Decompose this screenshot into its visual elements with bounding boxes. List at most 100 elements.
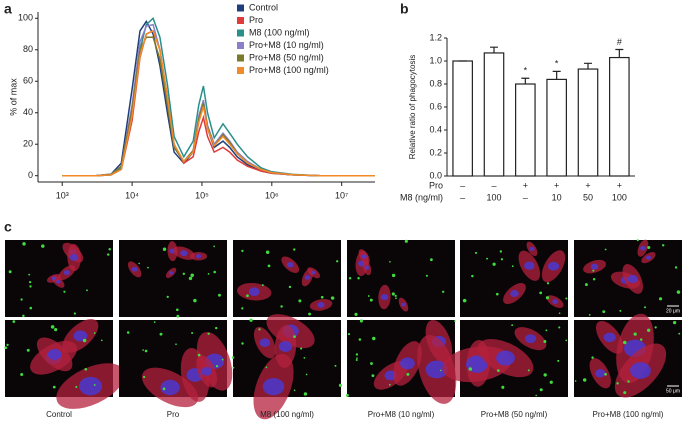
micrograph xyxy=(574,313,682,398)
particle xyxy=(546,282,550,285)
particle xyxy=(545,296,550,300)
particle xyxy=(75,385,78,388)
y-axis-label: Relative ratio of phagocytosis xyxy=(408,55,417,160)
significance-marker: # xyxy=(617,37,622,47)
particle xyxy=(495,292,499,296)
particle xyxy=(336,260,339,263)
particle xyxy=(241,249,244,253)
y-tick-label: 0.6 xyxy=(429,101,442,111)
particle xyxy=(442,290,445,293)
particle xyxy=(63,290,66,293)
particle xyxy=(93,383,96,386)
particle xyxy=(500,258,504,261)
nucleus xyxy=(425,360,448,379)
bar xyxy=(609,56,630,177)
micrograph xyxy=(5,240,113,318)
particle xyxy=(175,343,177,346)
nucleus xyxy=(262,378,285,396)
particle xyxy=(623,391,627,395)
particle xyxy=(218,293,221,297)
micrograph xyxy=(345,319,457,404)
particle xyxy=(636,239,639,242)
particle xyxy=(159,332,163,336)
significance-marker: * xyxy=(524,66,528,76)
particle xyxy=(162,387,166,391)
particle xyxy=(249,318,253,322)
nucleus xyxy=(180,250,188,257)
particle xyxy=(261,284,264,287)
particle xyxy=(4,346,8,350)
particle xyxy=(176,314,180,318)
particle xyxy=(355,358,358,362)
nucleus xyxy=(524,261,535,270)
particle xyxy=(367,295,370,297)
nucleus xyxy=(552,299,559,304)
histogram-line xyxy=(62,19,375,177)
x-tick-label: 10⁵ xyxy=(195,190,209,200)
particle xyxy=(543,340,547,343)
bar xyxy=(452,60,473,177)
particle xyxy=(22,314,25,318)
particle xyxy=(142,349,144,351)
particle xyxy=(52,385,56,389)
y-tick-label: 1.0 xyxy=(429,55,442,65)
legend-label: Control xyxy=(249,2,278,12)
image-caption: Control xyxy=(46,410,72,419)
legend-swatch xyxy=(237,29,244,37)
nucleus xyxy=(548,261,560,271)
image-caption: Pro xyxy=(167,410,180,419)
particle xyxy=(6,343,9,347)
particle xyxy=(592,269,595,272)
particle xyxy=(348,277,352,280)
scale-bar-label: 20 μm xyxy=(666,308,680,314)
nucleus xyxy=(364,265,370,270)
particle xyxy=(162,247,167,251)
particle xyxy=(241,342,244,345)
micrograph xyxy=(347,239,455,317)
particle xyxy=(50,325,55,329)
particle xyxy=(280,305,283,308)
histogram-line xyxy=(62,23,375,177)
particle xyxy=(213,270,216,274)
particle xyxy=(188,276,193,281)
particle xyxy=(429,258,433,262)
nucleus xyxy=(195,254,202,259)
particle xyxy=(404,239,408,243)
nucleus xyxy=(201,367,213,376)
nucleus xyxy=(51,276,57,281)
particle xyxy=(602,310,606,314)
particle xyxy=(293,335,296,338)
particle xyxy=(591,356,594,359)
particle xyxy=(582,378,587,382)
nucleus xyxy=(510,290,519,297)
particle xyxy=(147,266,149,269)
particle xyxy=(143,375,146,379)
significance-marker: * xyxy=(555,59,559,69)
error-bar xyxy=(552,70,561,80)
nucleus xyxy=(361,254,367,259)
particle xyxy=(338,383,342,387)
nucleus xyxy=(630,362,651,379)
particle xyxy=(676,290,681,294)
treatment-row-label: Pro xyxy=(429,180,443,190)
micrograph xyxy=(574,239,682,317)
particle xyxy=(190,273,194,278)
particle xyxy=(558,326,561,329)
particle xyxy=(100,339,103,342)
particle xyxy=(258,328,261,331)
particle xyxy=(647,328,651,332)
nucleus xyxy=(63,270,71,276)
nucleus xyxy=(69,254,79,261)
image-caption: M8 (100 ng/ml) xyxy=(260,410,314,419)
particle xyxy=(616,382,619,385)
particle xyxy=(303,392,308,396)
y-tick-label: 0 xyxy=(28,170,33,180)
particle xyxy=(215,326,218,330)
particle xyxy=(303,356,306,359)
particle xyxy=(545,329,548,332)
particle xyxy=(492,262,496,266)
nucleus xyxy=(645,255,652,260)
y-axis-label: % of max xyxy=(8,78,18,116)
nucleus xyxy=(79,376,103,396)
particle xyxy=(558,312,561,314)
